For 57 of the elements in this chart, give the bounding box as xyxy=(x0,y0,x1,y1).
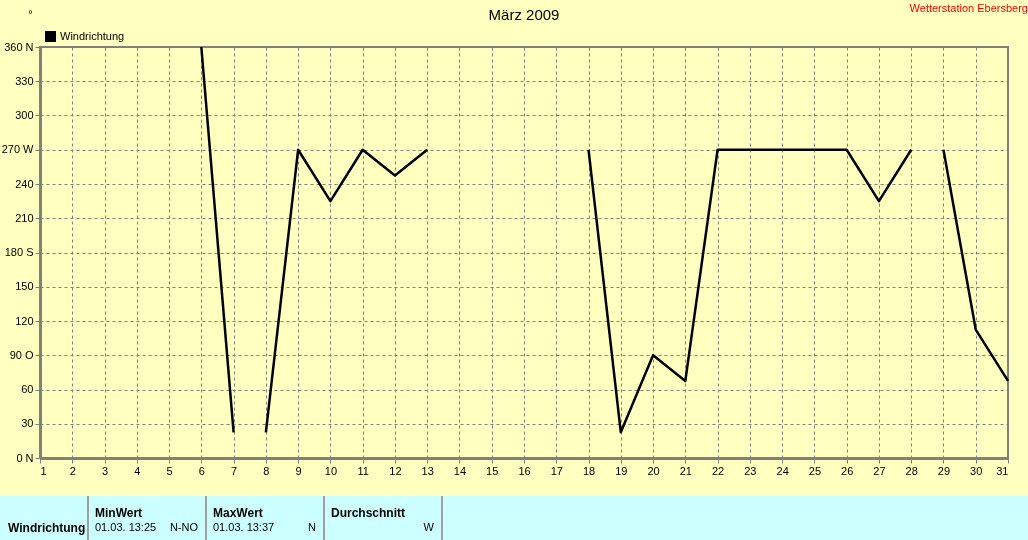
chart-title: März 2009 xyxy=(488,6,560,23)
y-tick-label: 60 xyxy=(21,383,34,395)
y-tick-label: 120 xyxy=(15,314,34,327)
text: N-NO xyxy=(169,521,199,533)
x-tick-label: 23 xyxy=(744,464,757,477)
x-tick-label: 30 xyxy=(970,464,983,477)
x-tick-label: 16 xyxy=(518,464,531,477)
text: 01.03. 13:37 xyxy=(213,521,275,533)
x-tick-label: 25 xyxy=(808,464,822,477)
x-tick-label: 28 xyxy=(905,464,918,477)
text: MinWert xyxy=(95,506,143,520)
text: Wetterstation Ebersberg xyxy=(909,2,1028,14)
x-tick-label: 20 xyxy=(647,464,660,477)
legend-label: Windrichtung xyxy=(60,29,125,42)
y-tick-label: 0 N xyxy=(16,451,34,464)
y-tick-label: 180 S xyxy=(4,246,34,258)
x-tick-label: 4 xyxy=(134,464,141,477)
y-tick-label: 300 xyxy=(15,109,34,121)
y-tick-label: 30 xyxy=(21,417,34,430)
x-tick-label: 7 xyxy=(231,464,238,477)
y-tick-label: 270 W xyxy=(1,143,35,156)
x-tick-label: 22 xyxy=(711,464,725,477)
y-tick-label: 150 xyxy=(15,280,34,293)
x-tick-label: 29 xyxy=(937,464,951,477)
text: Windrichtung xyxy=(8,521,86,535)
y-tick-label: 210 xyxy=(15,211,34,224)
x-tick-label: 6 xyxy=(198,464,205,477)
x-tick-label: 18 xyxy=(582,464,596,477)
x-tick-label: 8 xyxy=(263,464,270,477)
x-tick-label: 9 xyxy=(295,464,302,477)
x-tick-label: 19 xyxy=(615,464,628,477)
text: MaxWert xyxy=(213,506,263,520)
x-tick-label: 26 xyxy=(841,464,854,477)
text: Durchschnitt xyxy=(331,506,406,520)
x-tick-label: 10 xyxy=(324,464,338,477)
x-tick-label: 17 xyxy=(550,464,563,477)
x-tick-label: 5 xyxy=(166,464,173,477)
x-tick-label: 1 xyxy=(40,464,47,477)
x-tick-label: 14 xyxy=(453,464,467,477)
text: N xyxy=(308,521,317,533)
y-tick-label: 240 xyxy=(15,177,34,190)
y-tick-label: 90 O xyxy=(9,348,34,361)
text: 01.03. 13:25 xyxy=(95,521,157,533)
y-tick-label: 360 N xyxy=(4,40,34,53)
y-tick-label: 330 xyxy=(15,74,34,87)
x-tick-label: 31 xyxy=(996,464,1009,477)
x-tick-label: 15 xyxy=(486,464,499,477)
y-axis-title: ° xyxy=(28,7,33,20)
x-tick-label: 3 xyxy=(101,464,109,477)
x-tick-label: 2 xyxy=(69,464,76,477)
x-tick-label: 11 xyxy=(357,464,369,477)
text: W xyxy=(423,521,435,533)
x-tick-label: 12 xyxy=(389,464,402,477)
x-tick-label: 21 xyxy=(679,464,692,477)
x-tick-label: 13 xyxy=(421,464,434,477)
x-tick-label: 27 xyxy=(873,464,886,477)
x-tick-label: 24 xyxy=(776,464,789,477)
